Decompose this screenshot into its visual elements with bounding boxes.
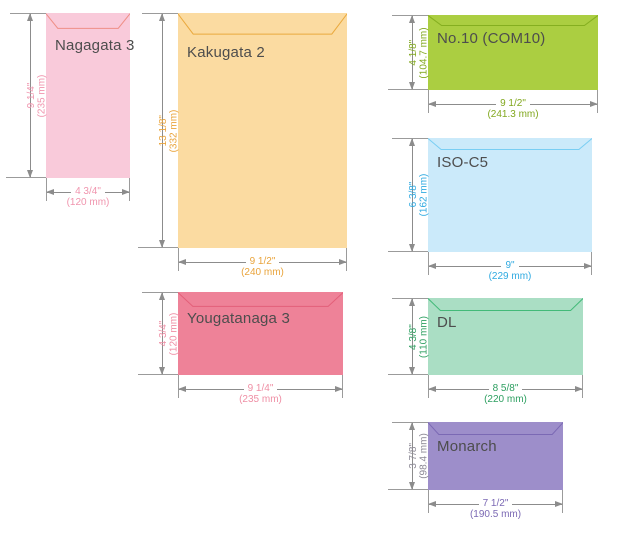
envelope-body: Yougatanaga 3 (178, 292, 343, 375)
width-label: 4 3/4" (120 mm) (46, 186, 130, 208)
vertical-arrow-icon (409, 422, 415, 490)
envelope-flap-icon (178, 13, 347, 35)
width-dimension: 9 1/2" (241.3 mm) (428, 90, 598, 124)
height-dimension: 3 7/8" (98.4 mm) (388, 422, 430, 490)
width-inches: 9 1/4" (243, 383, 278, 394)
height-dimension: 4 1/8" (104.7 mm) (388, 15, 430, 90)
height-mm: (98.4 mm) (418, 433, 430, 479)
envelope-no10-com10: No.10 (COM10) 4 1/8" (104.7 mm) 9 1/2" (… (388, 15, 598, 120)
width-dimension: 9" (229 mm) (428, 252, 592, 286)
envelope-nagagata3: Nagagata 3 9 1/4" (235 mm) 4 3/4" (120 m… (6, 13, 134, 208)
height-label: 9 1/4" (235 mm) (26, 74, 48, 117)
height-label: 4 1/8" (104.7 mm) (408, 26, 430, 79)
width-label: 7 1/2" (190.5 mm) (428, 498, 563, 520)
height-mm: (162 mm) (418, 173, 430, 217)
envelope-body: Monarch (428, 422, 563, 490)
width-mm: (235 mm) (239, 394, 282, 405)
vertical-arrow-icon (409, 15, 415, 90)
envelope-flap-icon (178, 292, 343, 307)
extension-line (138, 374, 178, 375)
height-label: 4 3/4" (120 mm) (158, 312, 180, 355)
height-label: 13 1/8" (332 mm) (158, 109, 180, 152)
height-dimension: 4 3/4" (120 mm) (138, 292, 180, 375)
envelope-name: DL (437, 314, 457, 331)
vertical-arrow-icon (159, 292, 165, 375)
width-inches: 9 1/2" (496, 98, 530, 109)
height-dimension: 13 1/8" (332 mm) (138, 13, 180, 248)
width-mm: (190.5 mm) (469, 509, 522, 520)
vertical-arrow-icon (409, 138, 415, 252)
width-inches: 9 1/2" (245, 256, 280, 267)
envelope-kakugata2: Kakugata 2 13 1/8" (332 mm) 9 1/2" (240 … (138, 13, 347, 278)
width-label: 8 5/8" (220 mm) (428, 383, 583, 405)
width-dimension: 7 1/2" (190.5 mm) (428, 490, 563, 524)
height-mm: (120 mm) (168, 312, 180, 355)
envelope-dl: DL 4 3/8" (110 mm) 8 5/8" (220 mm) (388, 298, 583, 405)
extension-line (388, 489, 428, 490)
height-label: 3 7/8" (98.4 mm) (408, 433, 430, 479)
envelope-name: Monarch (437, 438, 497, 455)
envelope-flap-icon (428, 298, 583, 311)
envelope-name: Yougatanaga 3 (187, 310, 290, 327)
height-dimension: 9 1/4" (235 mm) (6, 13, 48, 178)
envelope-name: Kakugata 2 (187, 44, 265, 61)
width-inches: 7 1/2" (478, 498, 513, 509)
extension-line (388, 89, 428, 90)
envelope-flap-icon (428, 138, 592, 150)
envelope-flap-icon (428, 15, 598, 26)
width-dimension: 9 1/4" (235 mm) (178, 375, 343, 409)
width-inches: 9" (501, 260, 519, 271)
envelope-body: Nagagata 3 (46, 13, 134, 178)
envelope-body: ISO-C5 (428, 138, 592, 252)
envelope-body: No.10 (COM10) (428, 15, 598, 90)
height-mm: (110 mm) (418, 315, 430, 358)
width-dimension: 9 1/2" (240 mm) (178, 248, 347, 282)
envelope-name: Nagagata 3 (55, 37, 135, 54)
width-label: 9 1/4" (235 mm) (178, 383, 343, 405)
height-dimension: 6 3/8" (162 mm) (388, 138, 430, 252)
width-mm: (229 mm) (488, 271, 532, 282)
width-label: 9 1/2" (241.3 mm) (428, 98, 598, 120)
width-dimension: 8 5/8" (220 mm) (428, 375, 583, 409)
envelope-body: DL (428, 298, 583, 375)
width-inches: 4 3/4" (71, 186, 105, 197)
vertical-arrow-icon (409, 298, 415, 375)
vertical-arrow-icon (27, 13, 33, 178)
width-label: 9" (229 mm) (428, 260, 592, 282)
width-mm: (241.3 mm) (487, 109, 539, 120)
vertical-arrow-icon (159, 13, 165, 248)
envelope-iso-c5: ISO-C5 6 3/8" (162 mm) 9" (229 mm) (388, 138, 592, 282)
width-mm: (120 mm) (66, 197, 110, 208)
envelope-name: No.10 (COM10) (437, 30, 546, 47)
height-label: 4 3/8" (110 mm) (408, 315, 430, 358)
envelope-yougatanaga3: Yougatanaga 3 4 3/4" (120 mm) 9 1/4" (23… (138, 292, 343, 405)
height-mm: (332 mm) (168, 109, 180, 152)
envelope-flap-icon (46, 13, 130, 29)
extension-line (6, 177, 46, 178)
width-mm: (240 mm) (241, 267, 284, 278)
envelope-monarch: Monarch 3 7/8" (98.4 mm) 7 1/2" (190.5 m… (388, 422, 563, 520)
height-label: 6 3/8" (162 mm) (408, 173, 430, 217)
envelope-body: Kakugata 2 (178, 13, 347, 248)
height-mm: (235 mm) (36, 74, 48, 117)
envelope-flap-icon (428, 422, 563, 435)
extension-line (388, 251, 428, 252)
height-dimension: 4 3/8" (110 mm) (388, 298, 430, 375)
width-dimension: 4 3/4" (120 mm) (46, 178, 130, 212)
extension-line (388, 374, 428, 375)
extension-line (138, 247, 178, 248)
width-mm: (220 mm) (484, 394, 527, 405)
height-mm: (104.7 mm) (418, 26, 430, 79)
envelope-name: ISO-C5 (437, 154, 489, 171)
width-inches: 8 5/8" (488, 383, 523, 394)
width-label: 9 1/2" (240 mm) (178, 256, 347, 278)
